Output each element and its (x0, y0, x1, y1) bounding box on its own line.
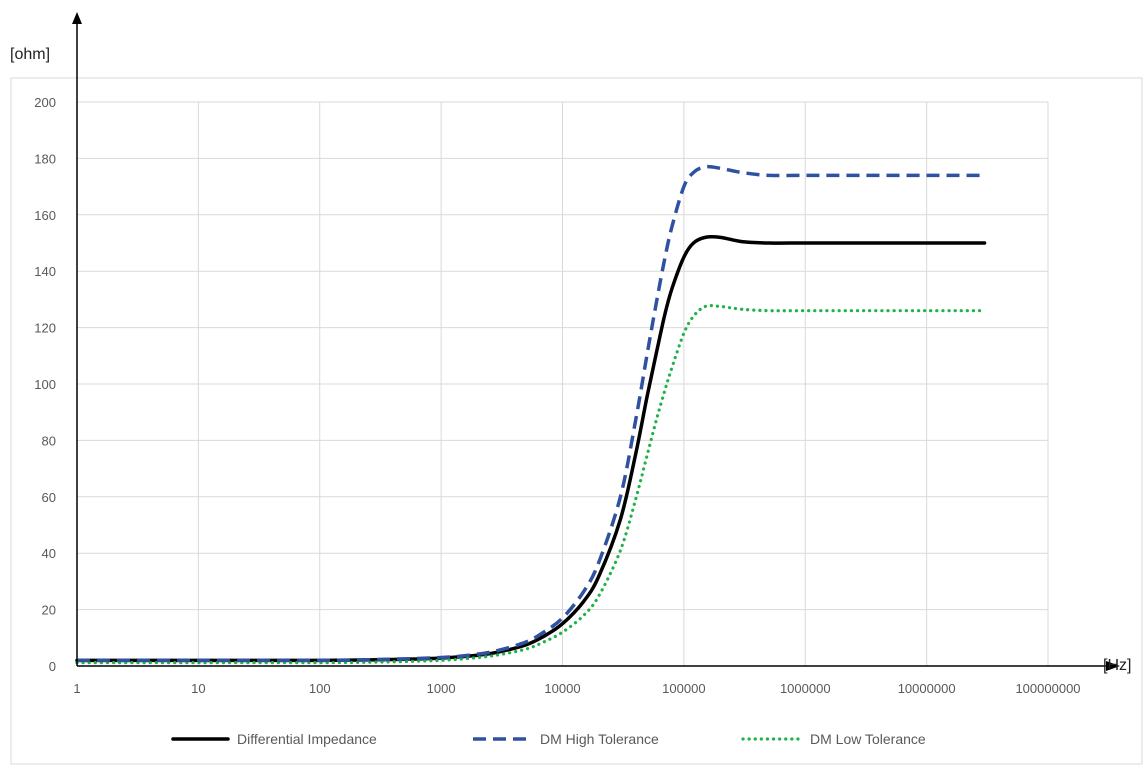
chart-border (10, 77, 1143, 765)
y-tick-label: 140 (34, 264, 56, 279)
y-axis-arrow-icon (72, 12, 82, 24)
x-tick-label: 100000 (662, 681, 705, 696)
x-tick-label: 10 (191, 681, 205, 696)
y-tick-label: 200 (34, 95, 56, 110)
gridlines (77, 101, 1049, 666)
y-axis-label: [ohm] (10, 46, 50, 63)
legend-label: DM High Tolerance (540, 731, 659, 747)
x-tick-label: 10000 (544, 681, 580, 696)
y-tick-label: 180 (34, 151, 56, 166)
legend-label: Differential Impedance (237, 731, 377, 747)
x-axis-label: [Hz] (1103, 657, 1131, 674)
series-line-dm-low-tolerance (75, 304, 987, 665)
y-tick-label: 160 (34, 208, 56, 223)
series-line-dm-high-tolerance (77, 164, 985, 663)
x-tick-label: 100000000 (1015, 681, 1080, 696)
y-tick-label: 60 (42, 490, 56, 505)
y-tick-label: 100 (34, 377, 56, 392)
axes (72, 12, 1120, 671)
y-tick-label: 80 (42, 433, 56, 448)
x-axis-arrow-icon (1106, 661, 1120, 671)
x-tick-label: 1000000 (780, 681, 831, 696)
legend-label: DM Low Tolerance (810, 731, 926, 747)
series-lines (75, 164, 987, 665)
y-tick-label: 20 (42, 603, 56, 618)
x-tick-label: 1 (73, 681, 80, 696)
x-tick-label: 1000 (427, 681, 456, 696)
y-tick-label: 40 (42, 546, 56, 561)
x-tick-label: 100 (309, 681, 331, 696)
y-tick-label: 120 (34, 321, 56, 336)
y-tick-label: 0 (49, 659, 56, 674)
x-tick-label: 10000000 (898, 681, 956, 696)
legend: Differential Impedance DM High Tolerance D… (171, 731, 926, 747)
tick-labels: 0 20 40 60 80 100 120 140 160 180 200 1 10 100 1000 100… (34, 95, 1080, 696)
